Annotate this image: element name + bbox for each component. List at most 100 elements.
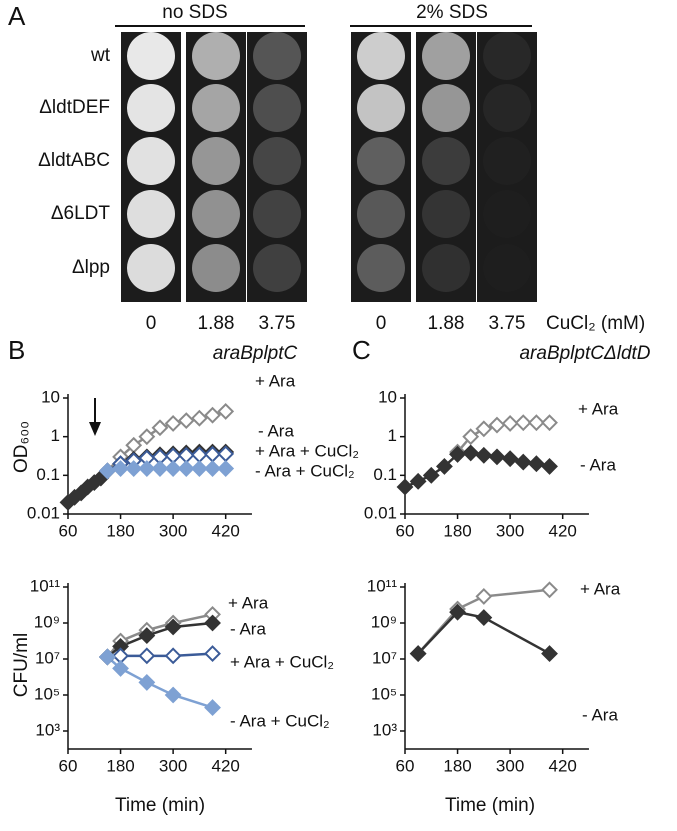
y-tick-label: 1 (388, 426, 397, 445)
series-line (417, 610, 551, 655)
marker (409, 645, 427, 662)
spot (357, 244, 405, 292)
marker (177, 412, 195, 430)
spot (422, 84, 470, 132)
spot (127, 244, 175, 292)
marker (475, 446, 493, 464)
panel-letter: A (8, 1, 26, 31)
marker (501, 415, 519, 432)
marker (204, 699, 221, 716)
x-tick-label: 420 (211, 756, 239, 775)
spot (192, 190, 240, 238)
spot (483, 190, 531, 238)
spot (422, 244, 470, 292)
marker (138, 674, 156, 691)
spot (483, 244, 531, 292)
marker (541, 645, 558, 662)
concentration-label: 1.88 (198, 313, 235, 334)
group-header: no SDS (162, 2, 227, 23)
marker (164, 647, 182, 665)
y-axis-label: OD₆₀₀ (11, 421, 32, 473)
marker (204, 614, 221, 632)
x-tick-label: 300 (496, 756, 524, 775)
marker (514, 414, 532, 432)
concentration-label: 1.88 (428, 313, 465, 334)
marker (138, 428, 156, 446)
strain-label: wt (90, 45, 111, 66)
spot (422, 190, 470, 238)
x-axis-label: Time (min) (115, 795, 205, 816)
x-tick-label: 180 (443, 521, 471, 540)
marker (138, 627, 156, 644)
spot (253, 244, 301, 292)
marker (541, 581, 558, 599)
marker (204, 406, 221, 424)
marker (475, 609, 493, 626)
spot (253, 190, 301, 238)
y-tick-label: 0.01 (364, 503, 397, 522)
spot (422, 137, 470, 185)
marker (488, 448, 506, 466)
marker (462, 428, 480, 446)
plates: 0 1.88 3.75 0 1.88 3.75 wt ΔldtDEF ΔldtABC Δ6LDT Δ… (38, 32, 537, 334)
marker (112, 460, 129, 477)
panel-letter: C (352, 335, 371, 365)
x-tick-label: 180 (106, 756, 134, 775)
series-label: - Ara (580, 455, 616, 474)
spot (483, 137, 531, 185)
spot (127, 32, 175, 80)
y-tick-label: 10⁹ (371, 612, 397, 631)
series-label: + Ara (580, 579, 621, 598)
x-tick-label: 420 (211, 521, 239, 540)
y-tick-label: 10³ (372, 720, 397, 739)
marker (177, 460, 195, 477)
y-tick-label: 10¹¹ (367, 576, 398, 595)
marker (204, 460, 221, 477)
x-tick-label: 420 (548, 756, 576, 775)
spot (357, 190, 405, 238)
marker (99, 462, 116, 480)
chart-title: araBplptCΔldtD (519, 343, 650, 364)
spot (253, 32, 301, 80)
spot (422, 32, 470, 80)
y-tick-label: 10 (378, 387, 397, 406)
x-tick-label: 60 (59, 521, 78, 540)
strain-label: ΔldtDEF (39, 97, 110, 118)
marker (462, 444, 480, 462)
spot (192, 32, 240, 80)
spot (192, 84, 240, 132)
x-axis-label: Time (min) (445, 795, 535, 816)
marker (409, 472, 427, 490)
x-tick-label: 60 (396, 756, 415, 775)
x-tick-label: 420 (548, 521, 576, 540)
marker (475, 420, 493, 438)
series-label: - Ara + CuCl₂ (230, 711, 330, 730)
spot (483, 84, 531, 132)
marker (422, 466, 440, 484)
marker (488, 416, 506, 434)
arrow-head (89, 422, 101, 436)
marker (501, 450, 519, 468)
marker (125, 460, 143, 477)
marker (151, 419, 169, 437)
spot (127, 190, 175, 238)
marker (164, 618, 182, 636)
spot (357, 84, 405, 132)
marker (151, 460, 169, 477)
strain-label: Δ6LDT (51, 203, 111, 224)
x-tick-label: 180 (106, 521, 134, 540)
marker (164, 686, 182, 704)
series-label: - Ara (582, 705, 618, 724)
spot (483, 32, 531, 80)
marker (436, 458, 453, 475)
marker (527, 455, 545, 473)
y-tick-label: 10⁷ (372, 648, 397, 667)
marker (541, 458, 558, 475)
spot (192, 244, 240, 292)
series-label: + Ara (578, 399, 619, 418)
y-tick-label: 0.1 (36, 465, 60, 484)
marker (475, 587, 493, 605)
unit-label: CuCl₂ (mM) (546, 313, 645, 334)
marker (138, 460, 156, 477)
marker (449, 445, 466, 463)
